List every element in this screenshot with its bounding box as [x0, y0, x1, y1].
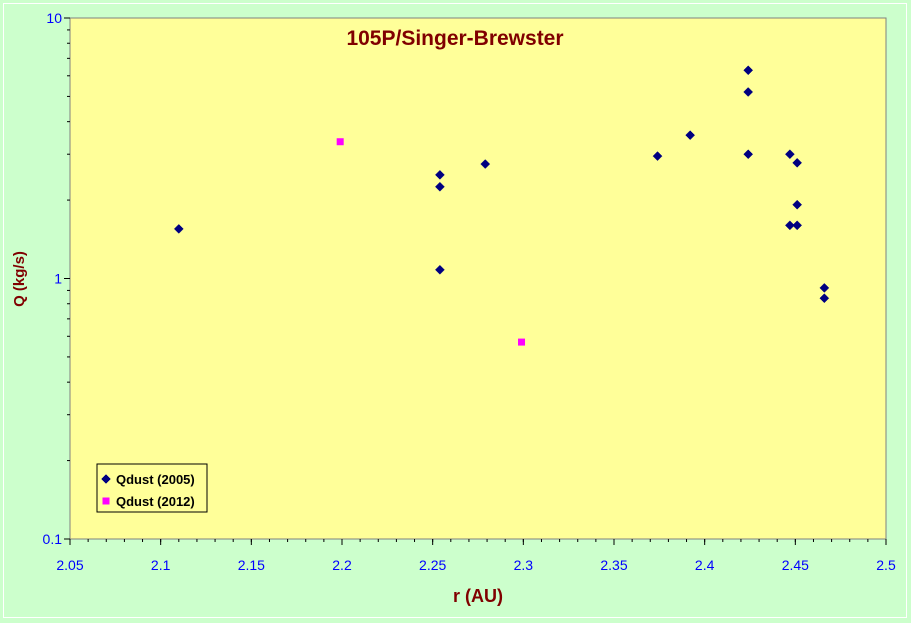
data-point-2005 — [785, 220, 795, 231]
data-point-2005 — [743, 87, 754, 97]
x-tick-label: 2.2 — [332, 557, 352, 573]
data-point-2005 — [435, 181, 445, 192]
data-point-2005 — [819, 283, 830, 293]
data-points — [173, 65, 830, 346]
y-tick-label: 1 — [54, 271, 62, 287]
x-tick-label: 2.5 — [876, 557, 896, 573]
data-point-2005 — [173, 224, 184, 234]
x-tick-labels: 2.05 2.1 2.15 2.2 2.25 2.3 2.35 2.4 2.45 2.5 — [56, 557, 896, 573]
data-point-2005 — [652, 151, 663, 161]
y-tick-label: 10 — [46, 10, 62, 26]
data-point-2005 — [435, 169, 445, 180]
x-tick-label: 2.05 — [56, 557, 83, 573]
legend: Qdust (2005) Qdust (2012) — [96, 463, 208, 513]
legend-label: Qdust (2012) — [116, 494, 195, 509]
data-point-2005 — [792, 220, 803, 231]
data-point-2005 — [819, 293, 830, 304]
data-point-2005 — [435, 264, 445, 275]
data-point-2005 — [685, 130, 696, 141]
x-tick-label: 2.4 — [695, 557, 715, 573]
data-point-2005 — [785, 149, 795, 160]
data-point-2012 — [336, 138, 344, 146]
data-point-2005 — [743, 65, 754, 76]
legend-items: Qdust (2005) Qdust (2012) — [101, 472, 195, 509]
data-point-2005 — [480, 159, 491, 169]
axis-ticks — [64, 17, 887, 545]
x-tick-label: 2.3 — [514, 557, 534, 573]
legend-box — [96, 463, 208, 513]
plot-area — [69, 17, 887, 540]
legend-marker — [102, 497, 110, 505]
data-point-2012 — [518, 338, 526, 346]
data-point-2005 — [792, 157, 803, 168]
x-tick-label: 2.25 — [419, 557, 446, 573]
data-point-2005 — [792, 199, 803, 210]
x-tick-label: 2.45 — [782, 557, 809, 573]
x-tick-label: 2.35 — [600, 557, 627, 573]
legend-marker — [101, 474, 111, 484]
y-tick-labels: 0.1 1 10 — [43, 10, 63, 547]
x-tick-label: 2.15 — [238, 557, 265, 573]
legend-label: Qdust (2005) — [116, 472, 195, 487]
x-tick-label: 2.1 — [151, 557, 171, 573]
chart-title: 105P/Singer-Brewster — [346, 27, 563, 50]
figure-border — [3, 3, 907, 618]
y-tick-label: 0.1 — [43, 531, 63, 547]
x-axis-title: r (AU) — [453, 586, 503, 606]
y-axis-title: Q (kg/s) — [11, 251, 28, 307]
data-point-2005 — [743, 149, 754, 160]
